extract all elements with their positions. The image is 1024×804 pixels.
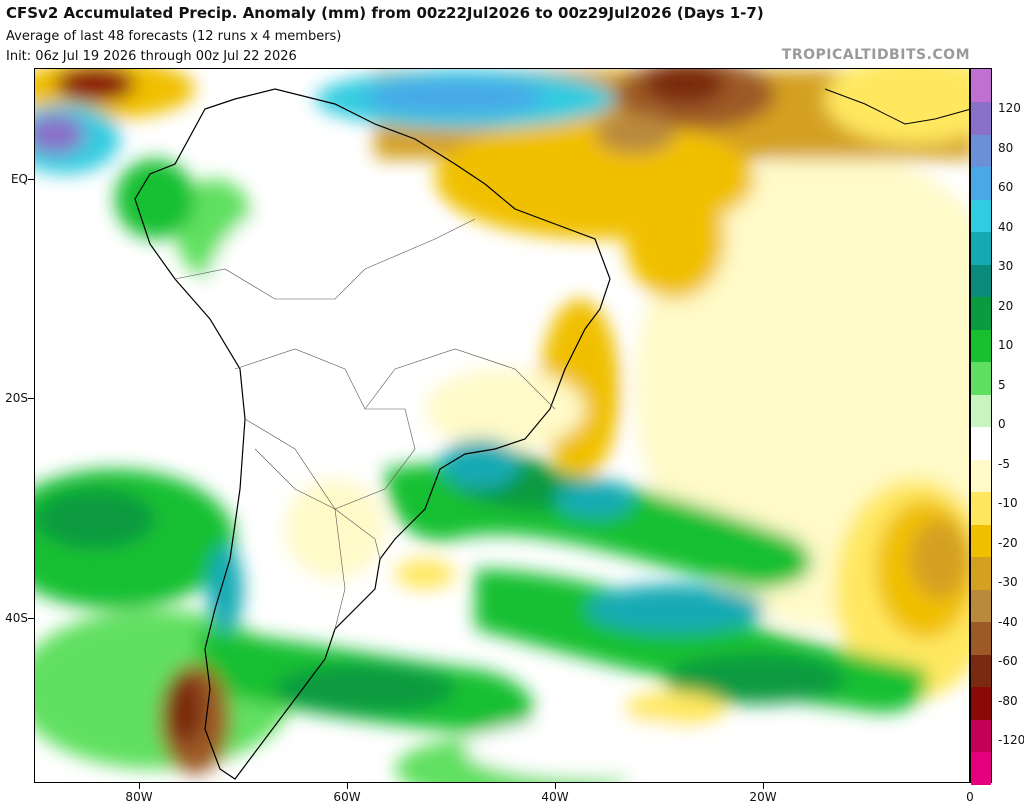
colorbar-label: 10 [998, 338, 1014, 352]
colorbar-label: -80 [998, 693, 1018, 708]
colorbar-segment [971, 264, 991, 297]
colorbar-segment [971, 361, 991, 395]
lon-label-0: 0 [966, 790, 974, 804]
lon-tick [555, 783, 556, 789]
lat-tick [28, 398, 34, 399]
colorbar-segment [971, 394, 991, 427]
coastlines [134, 88, 611, 780]
colorbar-segment [971, 556, 991, 590]
lat-label-eq: EQ [10, 172, 28, 186]
colorbar-label: -40 [998, 614, 1018, 629]
colorbar-segment [971, 101, 991, 135]
map-title: CFSv2 Accumulated Precip. Anomaly (mm) f… [6, 4, 764, 22]
colorbar-label: 60 [998, 180, 1014, 194]
map-subtitle: Average of last 48 forecasts (12 runs x … [6, 29, 342, 44]
lat-tick [28, 618, 34, 619]
colorbar-segment [971, 426, 991, 460]
colorbar-segment [971, 69, 991, 102]
colorbar-segment [971, 459, 991, 492]
borders [174, 218, 556, 630]
colorbar-segment [971, 491, 991, 525]
anomaly-field [35, 69, 969, 782]
lon-label-40w: 40W [541, 790, 569, 804]
colorbar-label: 40 [998, 219, 1014, 234]
colorbar-label: -5 [998, 456, 1010, 471]
colorbar-segment [971, 166, 991, 200]
lon-tick [347, 783, 348, 789]
colorbar-label: 80 [998, 140, 1014, 155]
colorbar-label: 120 [998, 101, 1021, 115]
colorbar-segment [971, 134, 991, 167]
lat-label-40s: 40S [5, 611, 28, 625]
colorbar-segment [971, 296, 991, 330]
lon-label-80w: 80W [125, 790, 153, 804]
colorbar-label: -20 [998, 535, 1018, 550]
lon-label-60w: 60W [333, 790, 361, 804]
colorbar-segment [971, 751, 991, 785]
init-time: Init: 06z Jul 19 2026 through 00z Jul 22… [6, 49, 297, 64]
colorbar-label: -30 [998, 575, 1018, 589]
colorbar-label: 20 [998, 298, 1014, 313]
colorbar-segment [971, 231, 991, 265]
colorbar-segment [971, 199, 991, 232]
colorbar-label: -120 [998, 733, 1024, 747]
lon-label-20w: 20W [749, 790, 777, 804]
colorbar [970, 68, 992, 785]
lon-tick [139, 783, 140, 789]
lat-tick [28, 179, 34, 180]
colorbar-segment [971, 589, 991, 622]
map-svg [35, 69, 969, 782]
colorbar-label: -10 [998, 496, 1018, 510]
africa-coast [824, 88, 969, 125]
brand-watermark: TROPICALTIDBITS.COM [781, 47, 970, 63]
lon-tick [763, 783, 764, 789]
colorbar-label: -60 [998, 654, 1018, 668]
colorbar-segment [971, 654, 991, 687]
colorbar-segment [971, 686, 991, 720]
colorbar-label: 5 [998, 377, 1006, 392]
colorbar-label: 0 [998, 417, 1006, 431]
colorbar-label: 30 [998, 259, 1014, 273]
precip-anomaly-map [34, 68, 970, 783]
colorbar-segment [971, 524, 991, 557]
colorbar-segment [971, 719, 991, 752]
colorbar-segment [971, 329, 991, 362]
lat-label-20s: 20S [5, 391, 28, 405]
colorbar-segment [971, 621, 991, 655]
